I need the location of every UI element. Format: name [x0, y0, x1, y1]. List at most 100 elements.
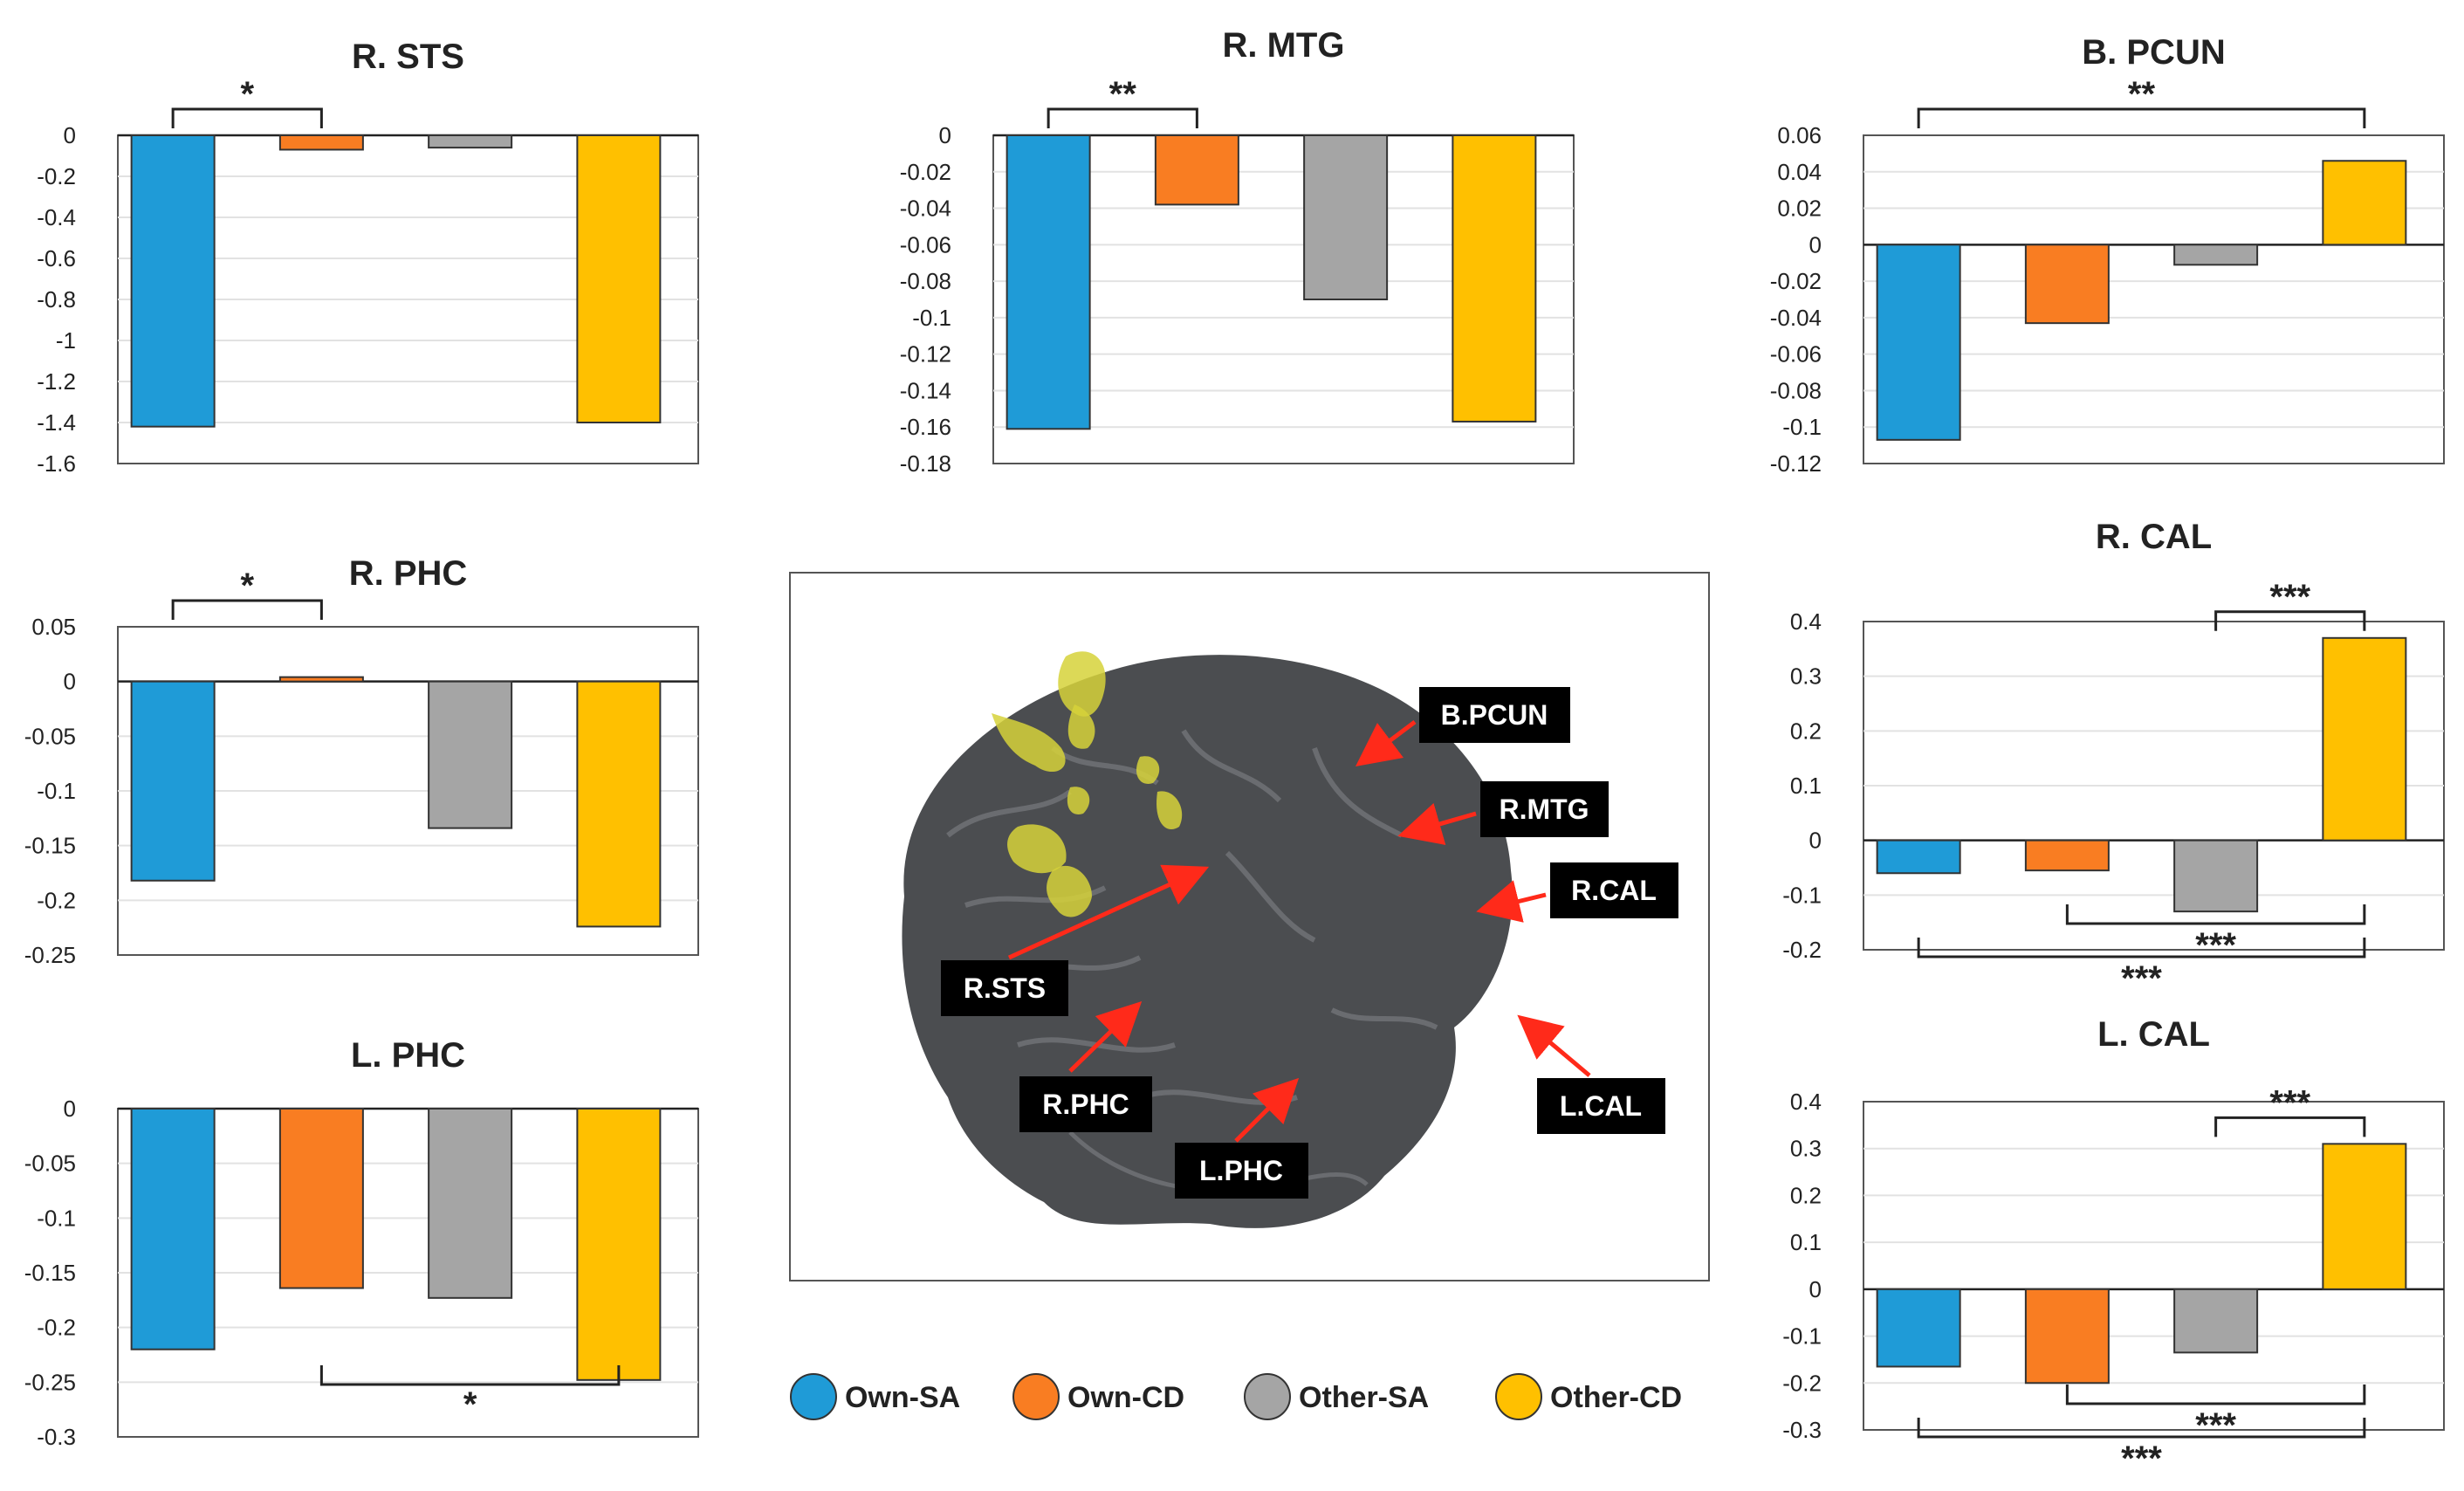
cluster-r-phc	[1007, 824, 1067, 874]
legend-swatch-own-cd	[1012, 1373, 1060, 1420]
tick-label-rphc: -0.2	[37, 887, 76, 913]
bar-rsts-own-sa	[130, 134, 216, 428]
bar-lcal-other-sa	[2173, 1288, 2259, 1354]
brain-label-group: B.PCUN R.MTG R.CAL L.CAL R.STS R.PHC	[941, 687, 1678, 1199]
tick-label-rcal: -0.2	[1782, 937, 1822, 963]
activation-clusters	[992, 651, 1183, 917]
legend-swatch-own-sa	[790, 1373, 837, 1420]
arrow-l-cal	[1517, 1014, 1591, 1077]
bar-lcal-own-cd	[2024, 1288, 2110, 1384]
significance-bracket-lcal	[1917, 1418, 2366, 1439]
tick-label-rsts: -0.4	[37, 204, 76, 230]
significance-label-rcal: ***	[2269, 578, 2310, 616]
tick-label-rcal: 0.3	[1790, 663, 1822, 690]
chart-rphc: 0.05 0 -0.05 -0.1 -0.15 -0.2 -0.25 R. PHC *	[24, 554, 699, 968]
legend: Own-SA Own-CD Other-SA Other-CD	[786, 1366, 1728, 1427]
tick-label-lphc: 0	[64, 1096, 76, 1122]
tick-label-rphc: -0.05	[24, 723, 76, 749]
significance-label-bpcun: **	[2128, 75, 2156, 113]
significance-label-lphc: *	[463, 1385, 477, 1424]
tick-label-lcal: 0.1	[1790, 1229, 1822, 1255]
label-r-cal-text: R.CAL	[1571, 875, 1657, 906]
tick-label-lphc: -0.25	[24, 1369, 76, 1395]
tick-label-rsts: 0	[64, 122, 76, 148]
tick-label-rphc: 0.05	[31, 614, 76, 640]
label-l-cal-text: L.CAL	[1560, 1090, 1642, 1122]
tick-label-bpcun: 0.04	[1777, 159, 1822, 185]
tick-label-rmtg: -0.14	[900, 377, 951, 403]
tick-label-rmtg: -0.08	[900, 268, 951, 294]
chart-title-rsts: R. STS	[352, 38, 464, 76]
label-b-pcun: B.PCUN	[1419, 687, 1570, 743]
tick-label-bpcun: 0	[1809, 231, 1822, 258]
cluster-b-pcun	[1058, 651, 1106, 717]
label-r-sts-text: R.STS	[964, 972, 1046, 1004]
label-b-pcun-text: B.PCUN	[1441, 699, 1548, 731]
tick-label-lphc: -0.1	[37, 1205, 76, 1231]
tick-label-rphc: 0	[64, 669, 76, 695]
tick-label-bpcun: -0.12	[1770, 450, 1822, 477]
cluster-r-cal	[1136, 756, 1160, 784]
significance-bracket-rcal	[1917, 938, 2366, 958]
label-l-cal: L.CAL	[1537, 1078, 1665, 1134]
arrow-r-cal	[1476, 880, 1547, 923]
cluster-r-mtg	[1067, 704, 1095, 749]
tick-label-bpcun: -0.06	[1770, 341, 1822, 368]
cluster-l-cal	[1157, 791, 1183, 830]
bar-rphc-other-sa	[428, 680, 513, 829]
cluster-r-sts	[992, 713, 1066, 773]
bar-lcal-other-cd	[2322, 1143, 2407, 1290]
significance-label-lcal: ***	[2269, 1083, 2310, 1122]
tick-label-bpcun: 0.02	[1777, 196, 1822, 222]
label-l-phc-text: L.PHC	[1199, 1155, 1283, 1186]
tick-label-lphc: -0.05	[24, 1151, 76, 1177]
legend-swatch-other-cd	[1495, 1373, 1542, 1420]
cluster-mid	[1067, 787, 1090, 814]
label-r-phc-text: R.PHC	[1042, 1089, 1129, 1120]
bar-lcal-own-sa	[1876, 1288, 1961, 1368]
chart-bpcun: 0.06 0.04 0.02 0 -0.02 -0.04 -0.06 -0.08 -0.1 -0.…	[1770, 33, 2445, 477]
bar-rcal-own-cd	[2024, 839, 2110, 872]
tick-label-rmtg: -0.18	[900, 450, 951, 477]
label-r-mtg: R.MTG	[1480, 781, 1609, 837]
significance-bracket-lcal	[2214, 1116, 2366, 1137]
significance-bracket-rcal	[2065, 904, 2366, 925]
tick-label-rphc: -0.1	[37, 778, 76, 804]
significance-label-rphc: *	[240, 567, 254, 605]
significance-label-rcal: ***	[2195, 926, 2236, 965]
chart-lphc: 0 -0.05 -0.1 -0.15 -0.2 -0.25 -0.3 L. PHC *	[24, 1036, 699, 1450]
tick-label-lcal: -0.2	[1782, 1370, 1822, 1396]
bar-rsts-own-cd	[278, 134, 364, 151]
label-r-cal: R.CAL	[1550, 862, 1678, 918]
chart-rcal: 0.4 0.3 0.2 0.1 0 -0.1 -0.2 R. CAL *** *** ***	[1782, 518, 2445, 998]
tick-label-rmtg: -0.02	[900, 159, 951, 185]
tick-label-rmtg: -0.12	[900, 341, 951, 368]
bar-rphc-own-sa	[130, 680, 216, 882]
tick-label-rsts: -1.2	[37, 368, 76, 395]
label-r-phc: R.PHC	[1019, 1076, 1152, 1132]
tick-label-lcal: 0.3	[1790, 1136, 1822, 1162]
bar-rmtg-other-cd	[1452, 134, 1537, 423]
bar-rphc-other-cd	[576, 680, 662, 928]
chart-rmtg: 0 -0.02 -0.04 -0.06 -0.08 -0.1 -0.12 -0.14 -0.16…	[900, 26, 1575, 477]
legend-item-own-sa: Own-SA	[790, 1373, 960, 1420]
legend-item-other-sa: Other-SA	[1244, 1373, 1429, 1420]
chart-title-rmtg: R. MTG	[1223, 26, 1345, 65]
tick-label-bpcun: -0.02	[1770, 268, 1822, 294]
chart-lcal: 0.4 0.3 0.2 0.1 0 -0.1 -0.2 -0.3 L. CAL *** *** ***	[1782, 1015, 2445, 1478]
significance-bracket-bpcun	[1917, 107, 2366, 128]
significance-label-rsts: *	[240, 75, 254, 113]
tick-label-rcal: -0.1	[1782, 882, 1822, 908]
significance-bracket-rsts	[171, 107, 323, 128]
tick-label-rsts: -1	[56, 327, 76, 354]
legend-label-own-sa: Own-SA	[845, 1381, 960, 1414]
tick-label-rphc: -0.25	[24, 942, 76, 968]
significance-bracket-lcal	[2065, 1384, 2366, 1405]
legend-label-own-cd: Own-CD	[1067, 1381, 1184, 1414]
legend-label-other-sa: Other-SA	[1299, 1381, 1429, 1414]
tick-label-rmtg: -0.16	[900, 414, 951, 440]
significance-label-rcal: ***	[2121, 959, 2162, 998]
label-r-mtg-text: R.MTG	[1499, 794, 1589, 825]
tick-label-rsts: -0.2	[37, 163, 76, 189]
